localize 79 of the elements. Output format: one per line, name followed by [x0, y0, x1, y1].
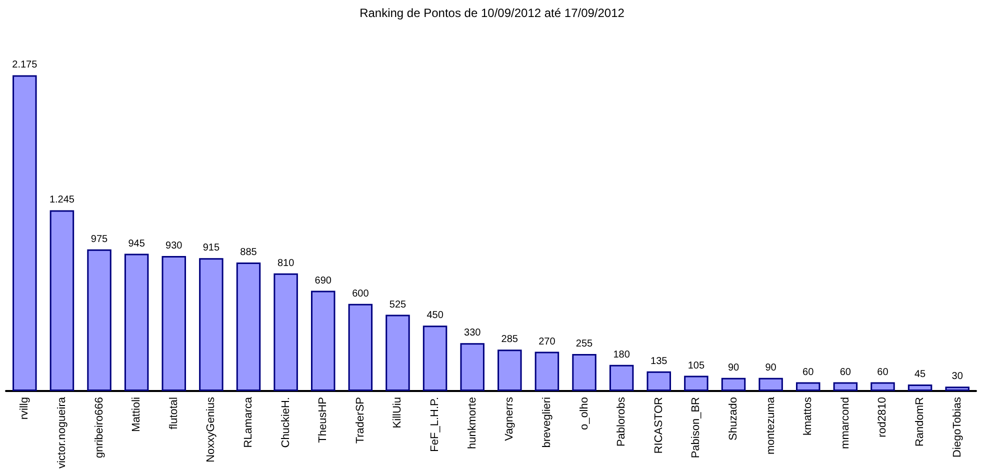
bar — [534, 352, 560, 391]
x-tick-label: hunkmorte — [466, 397, 478, 449]
data-label: 1.245 — [49, 194, 75, 206]
data-label: 60 — [877, 366, 889, 378]
x-tick-label: Pablorobs — [616, 396, 628, 447]
data-label: 690 — [314, 275, 332, 286]
data-label: 270 — [538, 336, 556, 348]
x-tick-label: RLamarca — [242, 396, 254, 448]
x-tick-label: Pabison_BR — [690, 396, 702, 458]
x-tick-label: TheusHP — [317, 397, 330, 443]
bar — [796, 382, 820, 391]
bar — [124, 254, 149, 391]
bar — [721, 378, 746, 391]
data-label: 60 — [802, 366, 814, 378]
data-label: 600 — [352, 288, 370, 300]
bar — [945, 386, 970, 391]
x-tick-label: KillUiu — [392, 397, 404, 428]
data-label: 930 — [166, 240, 183, 252]
bar — [908, 384, 932, 391]
bar — [236, 262, 261, 391]
x-tick-label: kmattos — [802, 396, 814, 436]
x-tick-label: rvillg — [18, 397, 31, 420]
data-label: 45 — [914, 368, 926, 380]
x-tick-label: Shuzado — [728, 397, 740, 440]
bar — [348, 304, 373, 391]
data-label: 135 — [650, 356, 668, 367]
x-tick-label: o_olho — [578, 397, 590, 430]
x-tick-label: DiegoTobias — [951, 396, 964, 458]
bar — [684, 376, 708, 391]
bar — [310, 290, 336, 391]
data-label: 105 — [688, 360, 705, 372]
bar — [274, 273, 298, 391]
x-tick-label: NoxxyGenius — [205, 396, 218, 462]
bar — [12, 75, 37, 391]
x-tick-label: victor.nogueira — [56, 396, 68, 469]
x-tick-label: flutotal — [168, 397, 180, 430]
bar — [460, 343, 484, 391]
data-label: 945 — [128, 238, 146, 250]
data-label: 810 — [277, 258, 295, 269]
data-label: 2.175 — [12, 60, 38, 71]
bar — [199, 258, 224, 391]
data-label: 90 — [728, 362, 740, 374]
data-label: 255 — [576, 338, 594, 350]
x-tick-label: FeF_L.H.P. — [429, 397, 442, 452]
x-tick-label: RICASTOR — [652, 396, 665, 454]
bar — [50, 210, 74, 391]
data-label: 285 — [501, 334, 518, 346]
bar — [87, 249, 112, 391]
data-label: 915 — [202, 242, 220, 254]
x-tick-label: gnribeiro666 — [93, 397, 106, 458]
x-tick-label: rod2810 — [876, 397, 889, 438]
bar — [498, 350, 522, 391]
data-label: 60 — [840, 366, 852, 378]
bar — [758, 378, 783, 391]
bar — [422, 326, 448, 391]
x-tick-label: ChuckieH. — [280, 397, 292, 448]
data-label: 525 — [389, 299, 407, 310]
data-label: 885 — [240, 247, 258, 258]
bar — [609, 364, 634, 391]
x-tick-label: Vagnerrs — [504, 396, 516, 441]
bar — [833, 382, 858, 391]
data-label: 90 — [765, 362, 777, 374]
x-tick-label: RandomR — [914, 396, 926, 447]
bar — [572, 354, 596, 391]
data-label: 450 — [426, 310, 444, 322]
data-label: 180 — [613, 349, 630, 360]
data-label: 975 — [90, 234, 108, 245]
bar — [386, 314, 410, 391]
x-tick-label: TraderSP — [354, 397, 366, 444]
bar — [646, 371, 672, 391]
data-label: 330 — [464, 328, 482, 339]
x-tick-label: mmarcond — [839, 397, 852, 449]
data-label: 30 — [952, 371, 964, 382]
x-tick-label: montezuma — [764, 396, 777, 454]
x-tick-label: breveglieri — [540, 397, 553, 448]
bar — [870, 382, 895, 391]
x-tick-label: Mattioli — [130, 397, 143, 432]
chart-title: Ranking de Pontos de 10/09/2012 até 17/09/2012 — [360, 6, 625, 20]
bar — [162, 256, 186, 391]
